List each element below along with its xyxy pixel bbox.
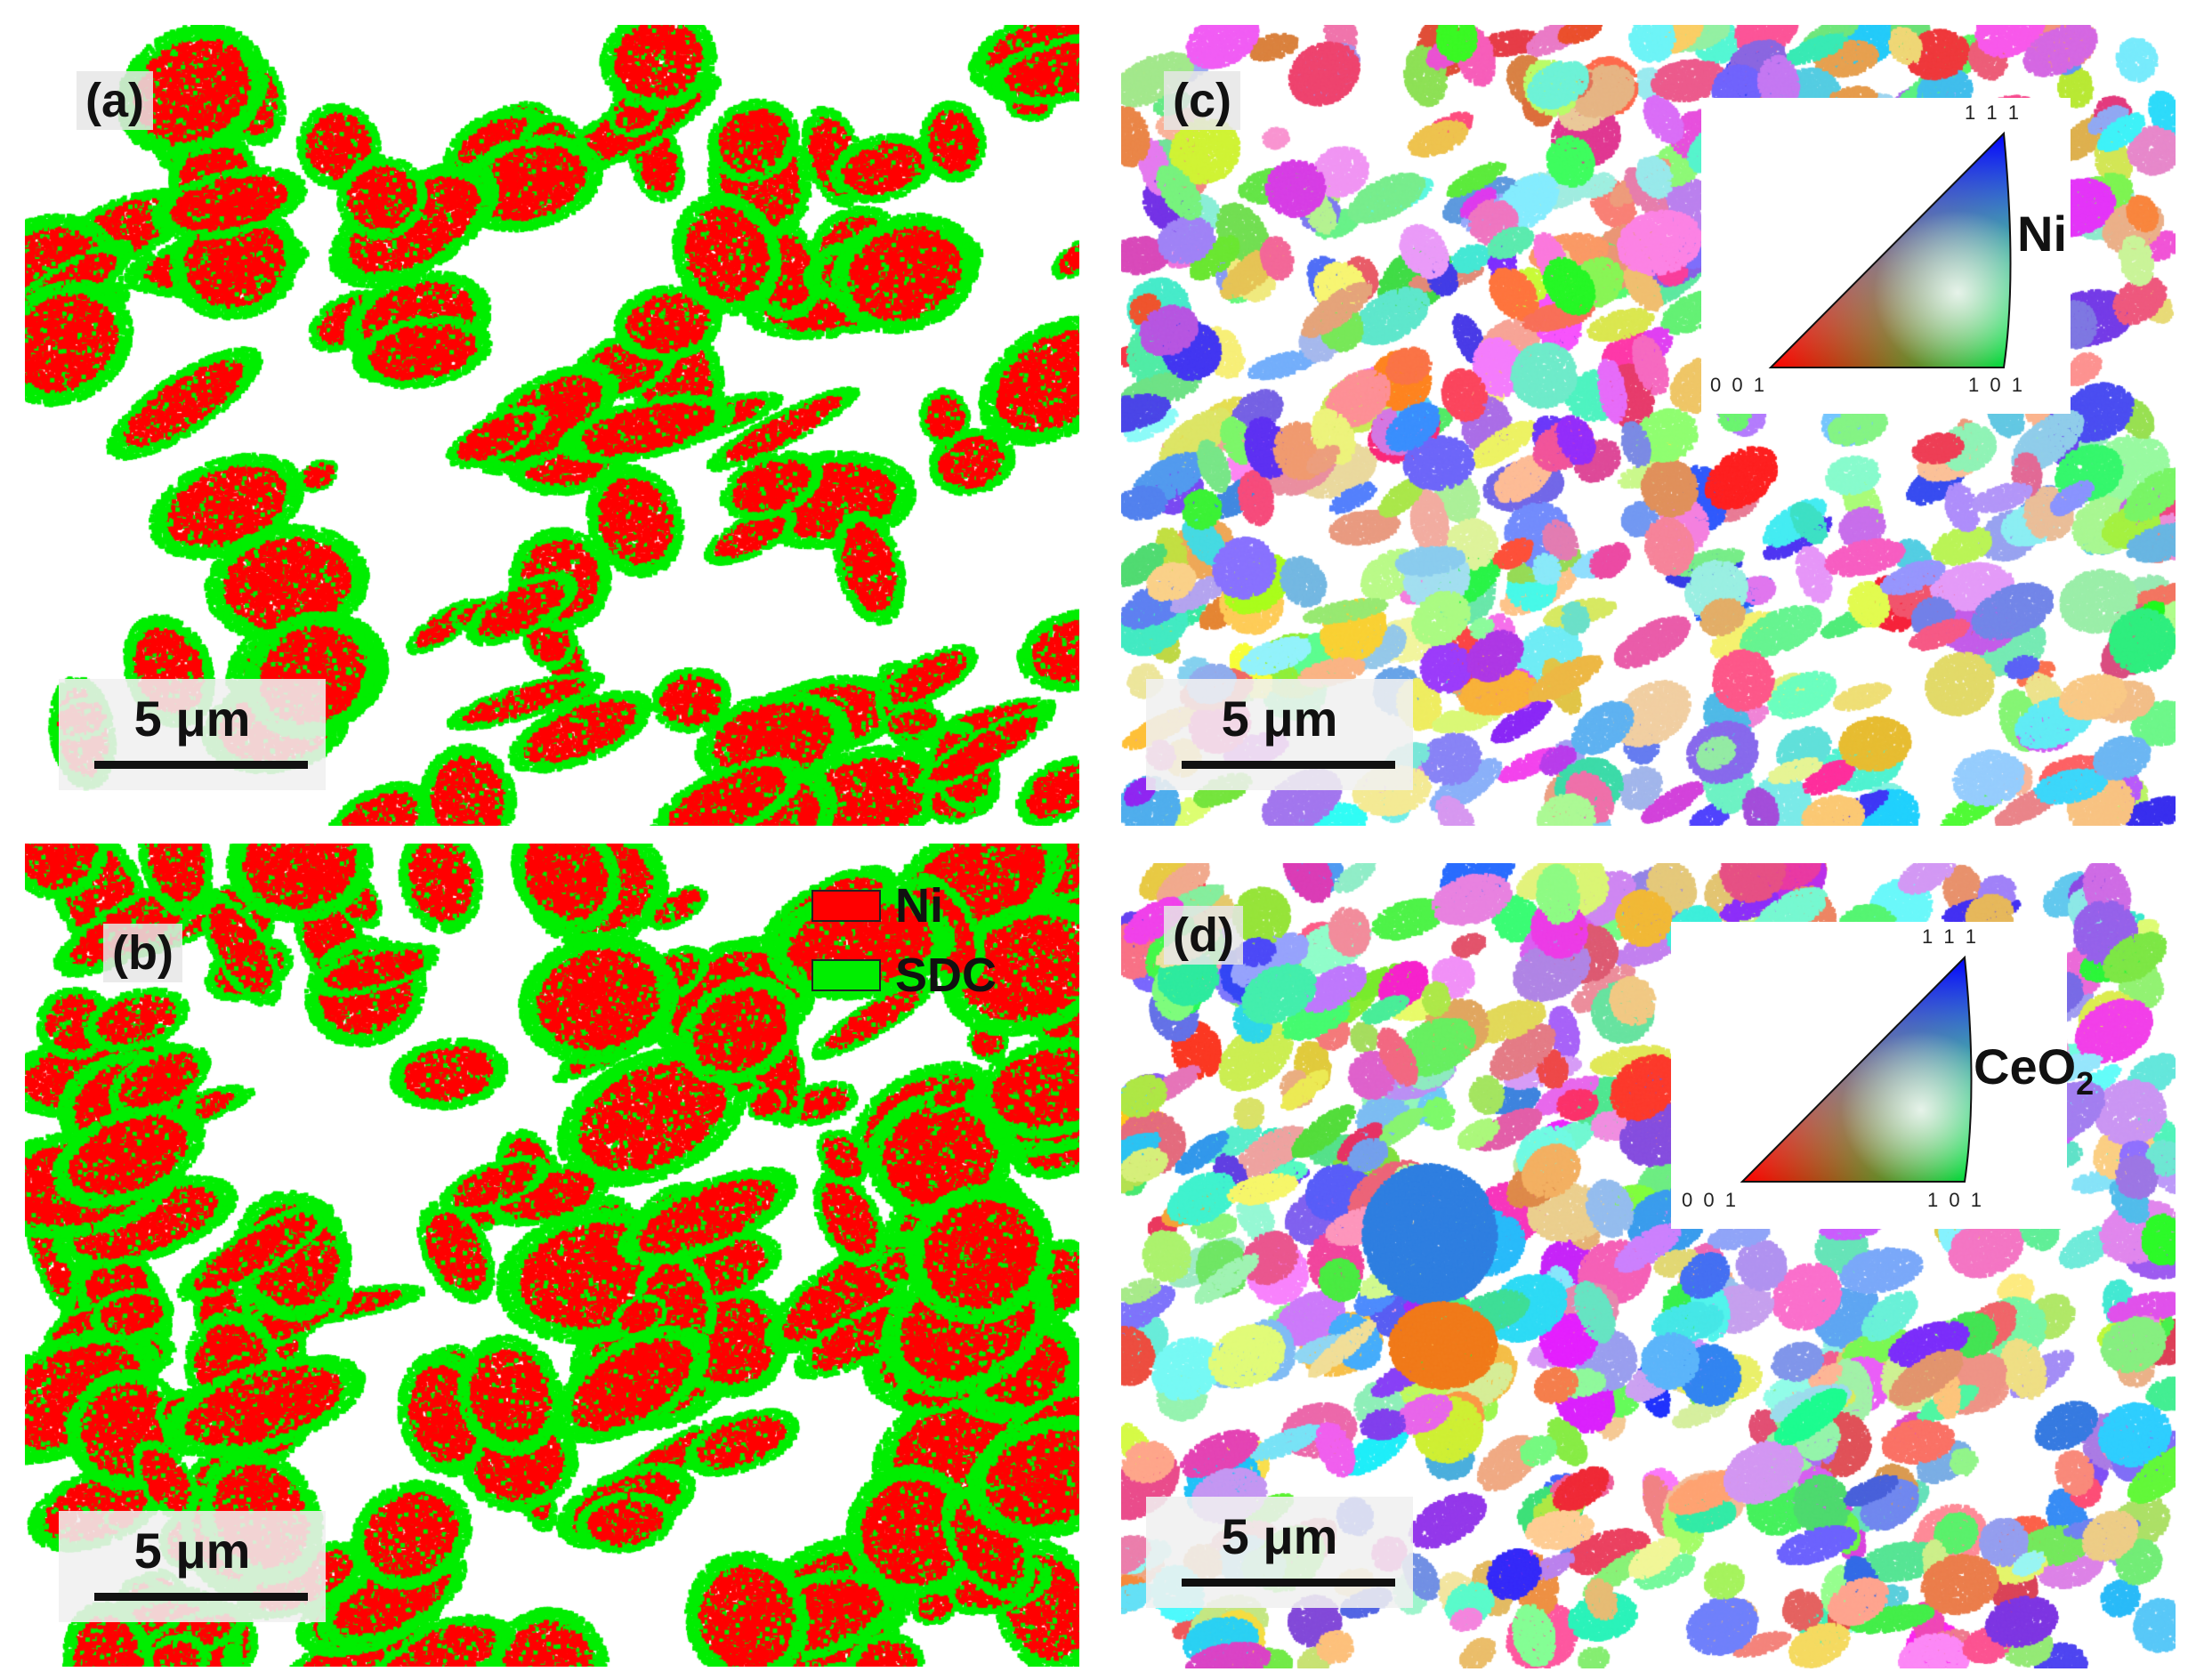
legend-item-ni: Ni: [811, 879, 943, 933]
ipf-color-key-d: 0 0 1 1 0 1 1 1 1 CeO2: [1671, 922, 2094, 1229]
ipf-phase-label-d: CeO2: [1974, 1038, 2095, 1102]
phase-map-panel-a: (a) 5 μm: [25, 25, 1079, 826]
legend-item-sdc: SDC: [811, 949, 997, 1002]
ipf-corner-111-c: 1 1 1: [1965, 101, 2022, 124]
ipf-triangle-d: [1740, 955, 1973, 1183]
panel-label-b: (b): [103, 924, 182, 983]
legend-swatch-ni: [811, 890, 881, 922]
ipf-corner-101-c: 1 0 1: [1968, 374, 2025, 396]
legend-swatch-sdc: [811, 959, 881, 991]
scale-bar-d: 5 μm: [1146, 1497, 1413, 1608]
scale-bar-label-b: 5 μm: [133, 1522, 251, 1579]
orientation-map-panel-c: (c) 0 0 1 1 0 1 1 1 1 Ni 5 μm: [1121, 25, 2176, 826]
legend-label-ni: Ni: [895, 879, 943, 933]
scale-bar-line-b: [94, 1593, 308, 1601]
panel-label-a: (a): [77, 71, 153, 131]
ipf-corner-101-d: 1 0 1: [1927, 1189, 1984, 1211]
phase-map-panel-b: (b) 5 μm: [25, 844, 1079, 1667]
phase-legend: Ni SDC: [811, 879, 1043, 1014]
panel-label-d: (d): [1164, 906, 1243, 965]
ipf-corner-001-d: 0 0 1: [1682, 1189, 1739, 1211]
scale-bar-label-c: 5 μm: [1221, 691, 1338, 747]
ipf-phase-label-c: Ni: [2017, 206, 2067, 262]
scale-bar-a: 5 μm: [59, 679, 326, 790]
legend-label-sdc: SDC: [895, 949, 997, 1002]
orientation-map-panel-d: (d) 0 0 1 1 0 1 1 1 1 CeO2 5 μm: [1121, 863, 2176, 1668]
scale-bar-b: 5 μm: [59, 1511, 326, 1622]
ipf-corner-111-d: 1 1 1: [1922, 925, 1979, 948]
ipf-triangle-c: [1768, 131, 2012, 368]
scale-bar-label-a: 5 μm: [133, 691, 251, 747]
ipf-color-key-c: 0 0 1 1 0 1 1 1 1 Ni: [1701, 98, 2071, 414]
scale-bar-line-d: [1182, 1579, 1395, 1587]
ipf-corner-001-c: 0 0 1: [1710, 374, 1767, 396]
scale-bar-c: 5 μm: [1146, 679, 1413, 790]
scale-bar-label-d: 5 μm: [1221, 1508, 1338, 1564]
scale-bar-line-c: [1182, 761, 1395, 769]
panel-label-c: (c): [1164, 71, 1240, 131]
scale-bar-line-a: [94, 761, 308, 769]
